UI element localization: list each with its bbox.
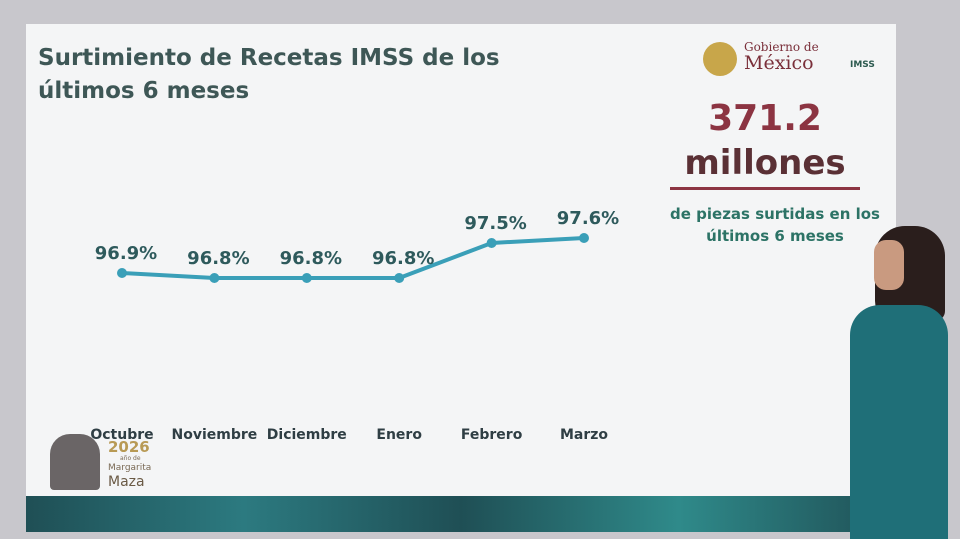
person-face: [874, 240, 904, 290]
data-point: [394, 273, 405, 283]
value-label: 96.8%: [280, 248, 342, 269]
data-point: [301, 273, 312, 283]
x-tick-label: Enero: [376, 427, 422, 443]
data-point: [486, 238, 497, 248]
footer-year: 2026: [108, 438, 150, 456]
data-point: [117, 268, 127, 278]
x-tick-label: Diciembre: [267, 427, 347, 443]
footer-text: Margarita: [108, 463, 152, 473]
callout-caption: de piezas surtidas en los últimos 6 mese…: [670, 205, 880, 245]
person-body: [850, 305, 948, 539]
screen: [26, 24, 896, 532]
portrait: [50, 434, 100, 490]
x-tick-label: Marzo: [560, 427, 608, 443]
value-label: 96.8%: [187, 248, 249, 269]
footer-text: año de: [120, 455, 141, 462]
x-tick-label: Febrero: [461, 427, 523, 443]
value-label: 97.5%: [464, 213, 526, 234]
value-label: 97.6%: [557, 208, 619, 229]
data-point: [579, 233, 589, 243]
x-tick-label: Octubre: [90, 427, 153, 443]
agency-logo: IMSS: [850, 60, 875, 70]
logo-line: México: [744, 52, 814, 74]
data-line: [121, 236, 585, 280]
callout-value: 371.2: [708, 98, 822, 139]
value-label: 96.8%: [372, 248, 434, 269]
chart-title: Surtimiento de Recetas IMSS de los últim…: [38, 45, 500, 104]
footer-text: Maza: [108, 474, 145, 490]
footer-band: [26, 496, 896, 532]
callout-unit: millones: [670, 143, 860, 190]
emblem: [703, 42, 737, 76]
data-point: [209, 273, 220, 283]
x-tick-label: Noviembre: [172, 427, 258, 443]
value-label: 96.9%: [95, 243, 157, 264]
logo-line: Gobierno de: [744, 40, 819, 54]
